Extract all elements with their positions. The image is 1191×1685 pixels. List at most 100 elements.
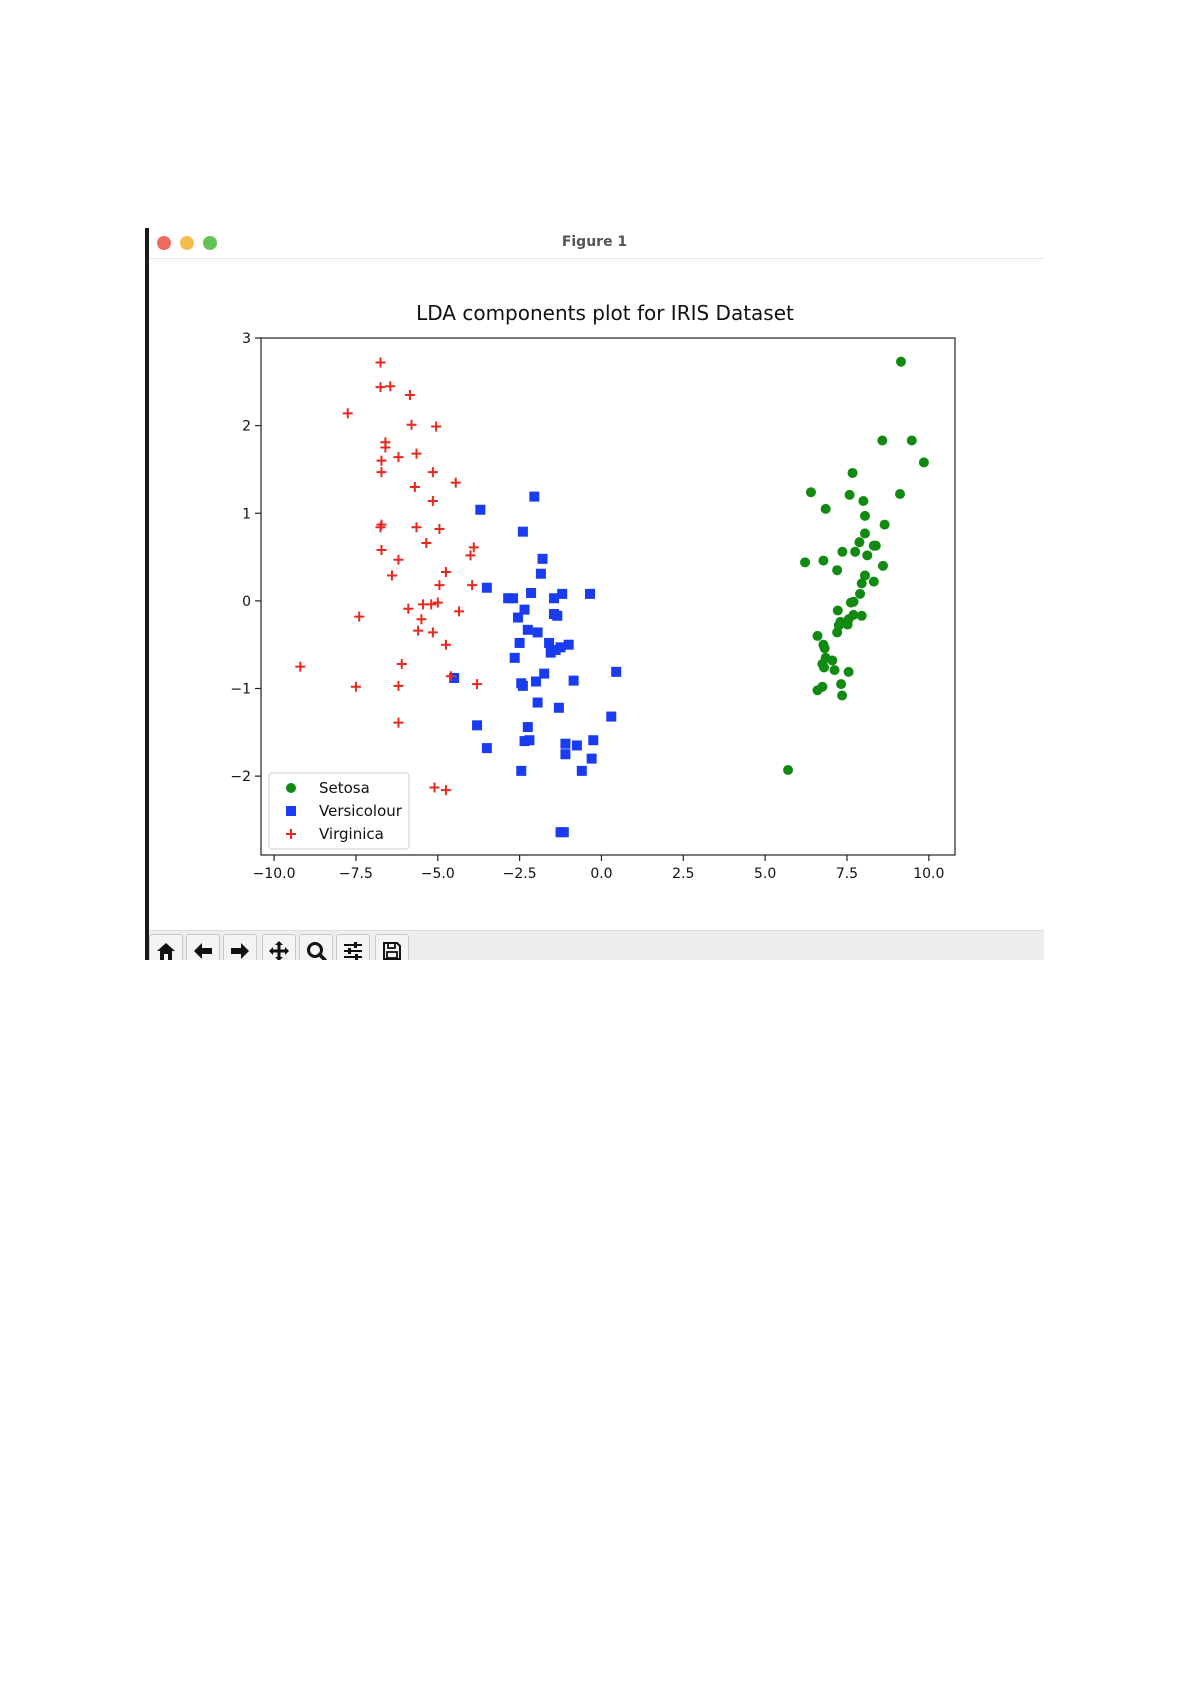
x-tick-label: −5.0 <box>421 866 455 882</box>
versicolour-point <box>522 722 533 733</box>
versicolour-point <box>586 753 597 764</box>
virginica-point <box>421 538 432 549</box>
versicolour-point <box>509 652 520 663</box>
setosa-point <box>877 560 888 571</box>
legend-label: Setosa <box>319 779 370 797</box>
virginica-point <box>411 448 422 459</box>
versicolour-point <box>571 740 582 751</box>
virginica-point <box>396 658 407 669</box>
versicolour-point <box>611 666 622 677</box>
setosa-point <box>870 540 881 551</box>
versicolour-point <box>519 604 530 615</box>
setosa-point <box>859 570 870 581</box>
forward-icon <box>231 943 249 959</box>
versicolour-point <box>472 720 483 731</box>
zoom-icon <box>307 942 327 960</box>
pan-icon <box>269 941 289 960</box>
save-button[interactable] <box>375 934 409 960</box>
setosa-point <box>858 495 869 506</box>
back-icon <box>194 943 212 959</box>
setosa-point <box>847 467 858 478</box>
legend-marker-versicolour <box>286 806 296 816</box>
zoom-button[interactable] <box>299 934 333 960</box>
versicolour-point <box>535 568 546 579</box>
virginica-point <box>418 599 429 610</box>
setosa-point <box>859 510 870 521</box>
lda-scatter-chart: LDA components plot for IRIS Dataset −10… <box>230 301 956 882</box>
y-tick-label: 0 <box>242 594 251 610</box>
setosa-point <box>819 662 830 673</box>
x-tick-label: 0.0 <box>590 866 612 882</box>
setosa-point <box>819 643 830 654</box>
y-tick-label: 2 <box>242 419 251 435</box>
virginica-point <box>406 419 417 430</box>
x-tick-label: 7.5 <box>836 866 858 882</box>
versicolour-point <box>481 743 492 754</box>
setosa-point <box>845 597 856 608</box>
versicolour-point <box>548 593 559 604</box>
virginica-point <box>393 452 404 463</box>
virginica-point <box>376 455 387 466</box>
virginica-point <box>385 381 396 392</box>
setosa-point <box>877 435 888 446</box>
versicolour-point <box>514 637 525 648</box>
legend-marker-virginica <box>286 829 296 839</box>
window-title: Figure 1 <box>561 234 628 250</box>
x-tick-label: 2.5 <box>672 866 694 882</box>
virginica-point <box>468 542 479 553</box>
setosa-point <box>856 610 867 621</box>
virginica-point <box>440 566 451 577</box>
back-button[interactable] <box>186 934 220 960</box>
pan-button[interactable] <box>262 934 296 960</box>
y-tick-label: 3 <box>242 331 251 347</box>
configure-subplots-button[interactable] <box>336 934 370 960</box>
virginica-point <box>427 495 438 506</box>
virginica-point <box>403 603 414 614</box>
setosa-point <box>827 655 838 666</box>
setosa-point <box>805 487 816 498</box>
setosa-point <box>895 356 906 367</box>
versicolour-point <box>537 553 548 564</box>
virginica-point <box>429 782 440 793</box>
setosa-point <box>832 565 843 576</box>
virginica-point <box>350 681 361 692</box>
versicolour-point <box>558 827 569 838</box>
setosa-point <box>844 489 855 500</box>
legend-label: Virginica <box>319 825 384 843</box>
forward-button[interactable] <box>223 934 257 960</box>
virginica-point <box>376 545 387 556</box>
minimize-window-button[interactable] <box>180 236 194 250</box>
virginica-point <box>465 550 476 561</box>
versicolour-point <box>529 491 540 502</box>
setosa-point <box>855 588 866 599</box>
setosa-point <box>818 555 829 566</box>
y-tick-label: −2 <box>230 769 251 785</box>
versicolour-point <box>553 702 564 713</box>
data-points <box>295 356 929 838</box>
save-icon <box>383 942 401 960</box>
setosa-point <box>832 627 843 638</box>
virginica-point <box>450 477 461 488</box>
versicolour-point <box>508 593 519 604</box>
setosa-point <box>895 488 906 499</box>
window-titlebar[interactable]: Figure 1 <box>145 228 1044 259</box>
versicolour-point <box>560 738 571 749</box>
chart-title: LDA components plot for IRIS Dataset <box>416 301 794 325</box>
virginica-point <box>432 597 443 608</box>
close-window-button[interactable] <box>157 236 171 250</box>
versicolour-point <box>530 676 541 687</box>
home-button[interactable] <box>149 934 183 960</box>
plot-area <box>260 337 956 856</box>
setosa-point <box>820 503 831 514</box>
virginica-point <box>431 421 442 432</box>
setosa-point <box>832 605 843 616</box>
setosa-point <box>862 550 873 561</box>
virginica-point <box>427 627 438 638</box>
setosa-point <box>800 557 811 568</box>
maximize-window-button[interactable] <box>203 236 217 250</box>
setosa-point <box>868 576 879 587</box>
virginica-point <box>467 580 478 591</box>
x-tick-label: −2.5 <box>503 866 537 882</box>
setosa-point <box>906 435 917 446</box>
versicolour-point <box>588 735 599 746</box>
